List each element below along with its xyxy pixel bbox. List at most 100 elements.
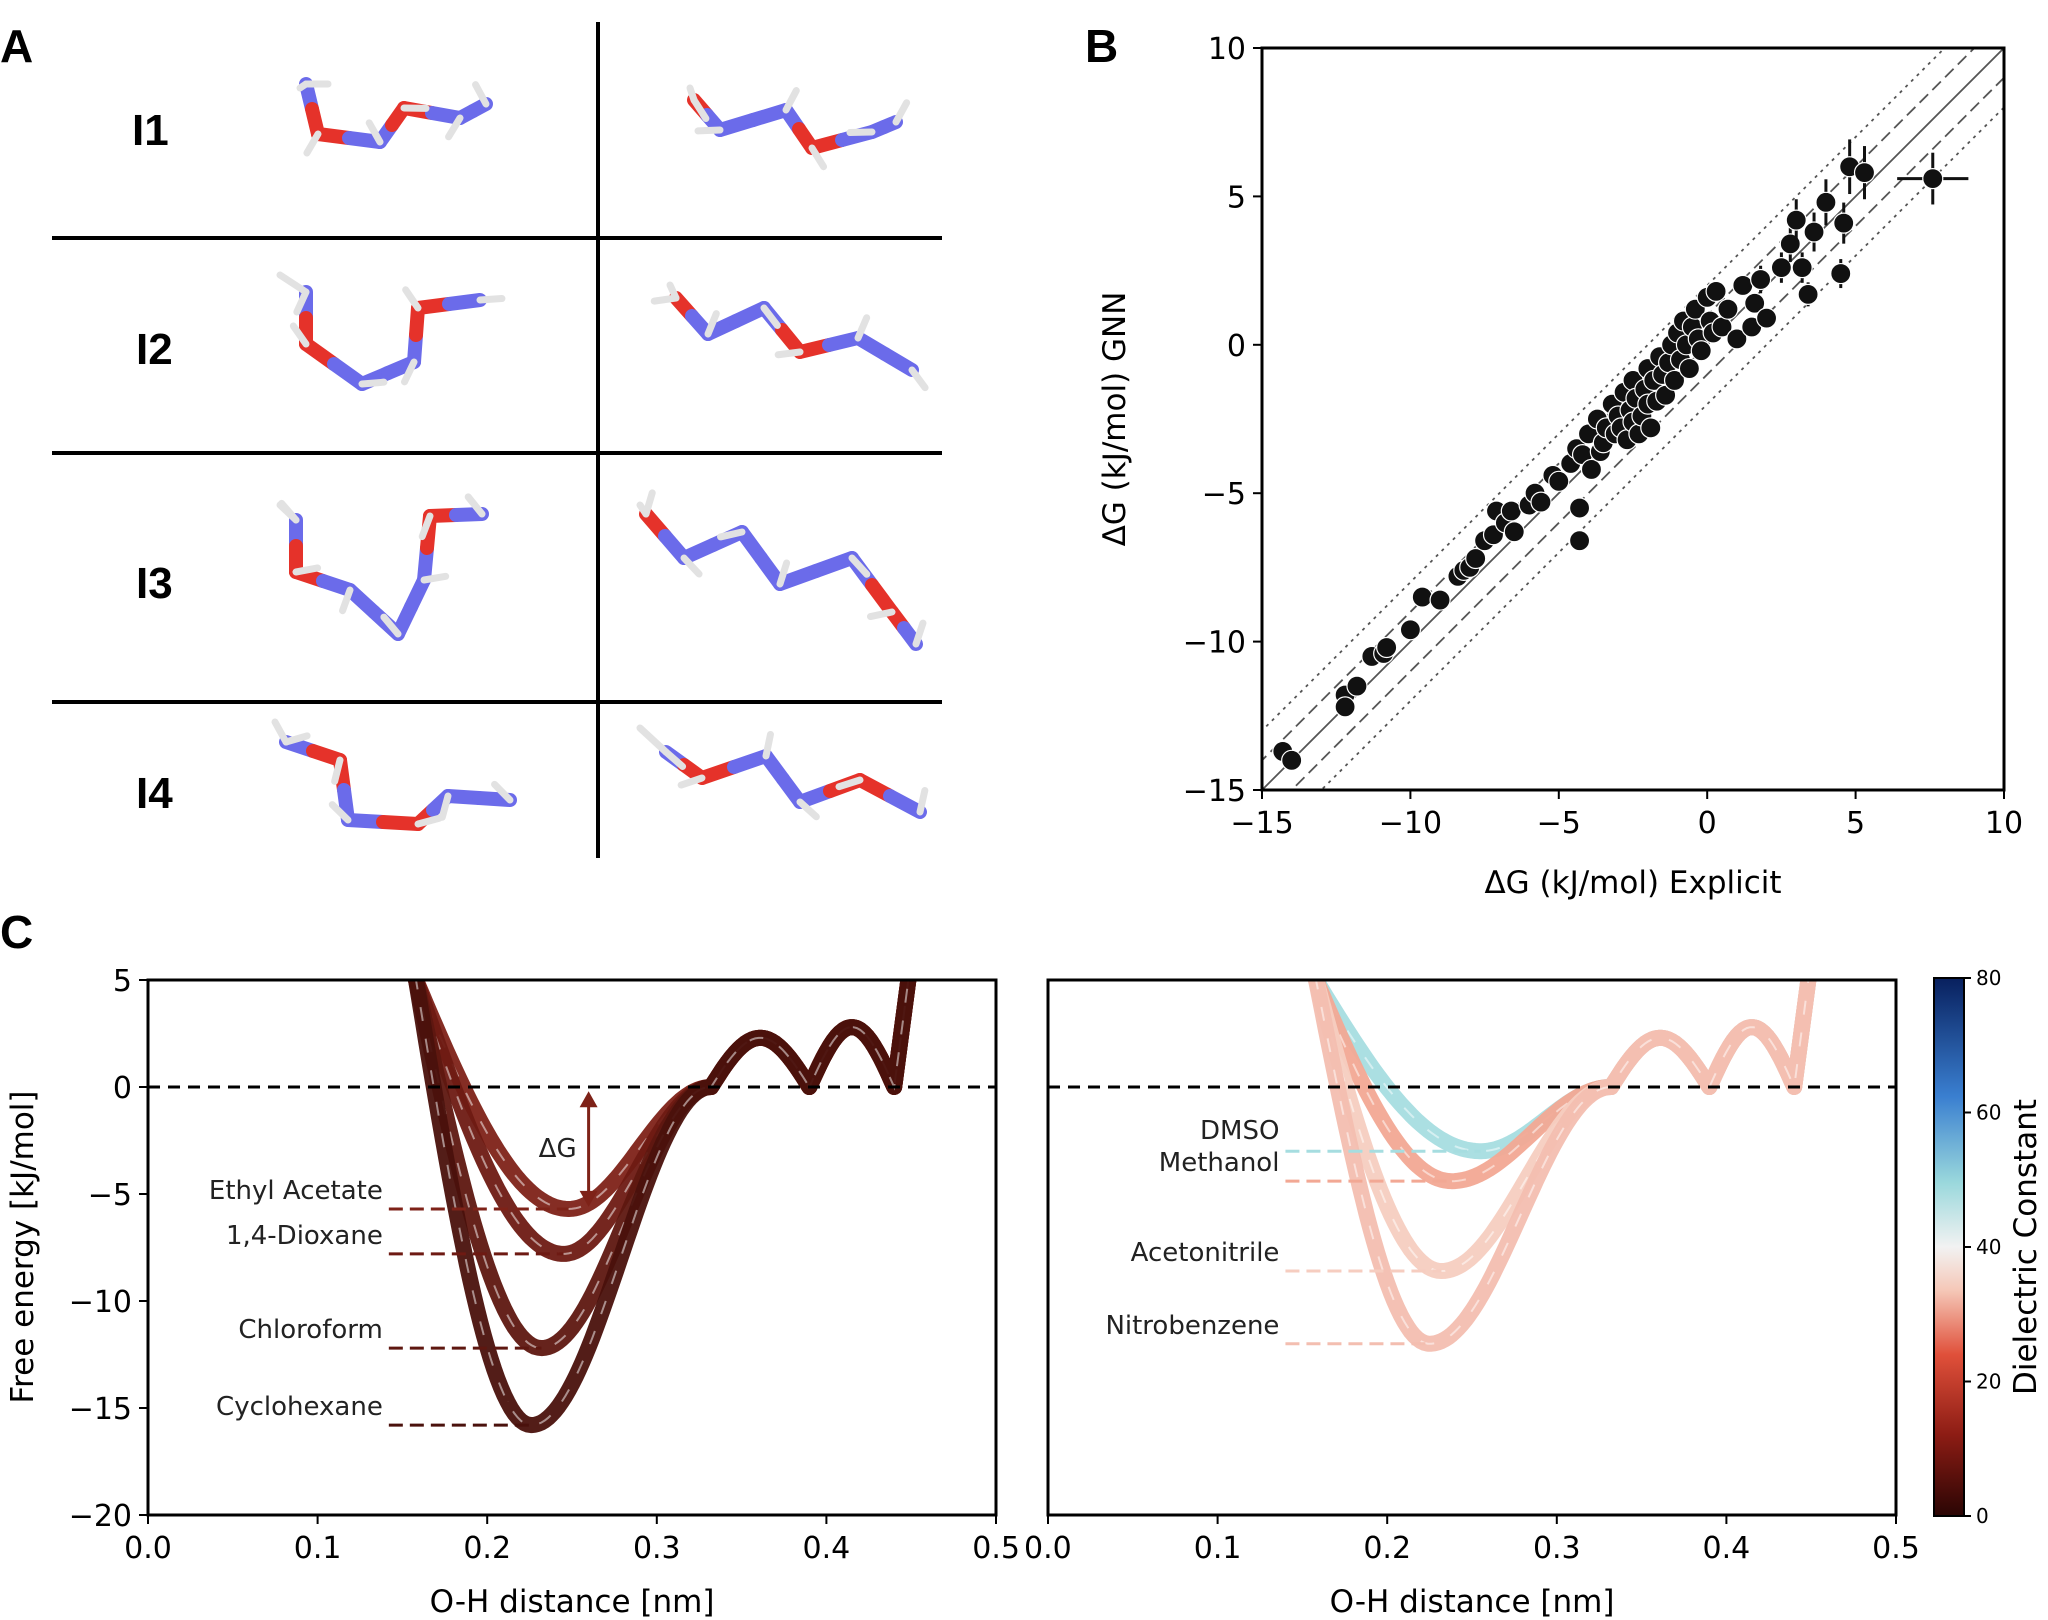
molecule-6 [636,489,927,651]
bond [883,789,927,819]
hydrogen-bond [774,348,804,359]
data-point [1744,292,1766,314]
solvent-label: Chloroform [238,1315,382,1345]
hydrogen-bond [666,281,680,302]
hydrogen-bond [892,99,911,126]
hydrogen-bond [866,608,896,621]
hydrogen-bond [472,81,490,108]
hydrogen-bond [282,732,311,746]
bond [442,293,487,311]
x-tick-label: 0.1 [1194,1531,1242,1566]
data-point [1568,497,1591,519]
delta-g-label: ΔG [539,1134,577,1164]
x-tick-label: 0.0 [1024,1531,1072,1566]
x-tick-label: 0.5 [972,1531,1020,1566]
x-tick-label: −10 [1379,806,1442,841]
data-point [1640,417,1662,439]
molecule-label-i3: I3 [136,559,173,608]
hydrogen-bond [414,814,443,828]
data-point [1411,586,1433,608]
dotted-upper-line [1262,48,1946,732]
hydrogen-bond [762,730,774,760]
hydrogen-bond [331,756,344,785]
fe-curve [407,980,917,1262]
colorbar: 0 20 40 60 80 Dielectric Constant [1933,966,2044,1528]
fe-curve-dash [1314,980,1810,1183]
hydrogen-bond [854,314,871,342]
y-tick-label: −5 [88,1178,132,1213]
data-point [1803,221,1825,243]
data-point [1678,357,1700,380]
solvent-label: 1,4-Dioxane [226,1221,383,1251]
hydrogen-bond [420,572,450,584]
x-tick-label: −5 [1537,806,1581,841]
data-point [1663,369,1686,392]
dotted-lower-line [1320,106,2004,790]
hydrogen-bond [636,724,670,756]
data-point [1791,257,1813,279]
data-point [1346,675,1368,697]
hydrogen-bond [438,792,452,821]
solvent-label: Ethyl Acetate [209,1176,383,1206]
hydrogen-bond [276,271,310,296]
y-tick-label: −10 [1183,626,1246,661]
left-x-label: O-H distance [nm] [430,1584,715,1620]
x-tick-label: −15 [1230,806,1293,841]
molecule-structures [271,77,929,831]
y-tick-label: 5 [113,964,132,999]
hydrogen-bond [704,310,720,338]
x-tick-label: 0.2 [1363,1531,1411,1566]
data-point [1732,274,1754,297]
molecule-grid [52,22,942,858]
x-tick-label: 0.4 [1703,1531,1751,1566]
panel-label-b: B [1085,20,1118,72]
hydrogen-bond [401,358,418,386]
fe-curve-dash [1314,980,1810,1153]
hydrogen-bond [760,304,781,329]
data-point [1548,470,1570,492]
free-energy-plot-left: Ethyl Acetate 1,4-Dioxane Chloroform Cycloh… [5,964,1020,1620]
arrow-head-down [579,1190,598,1207]
hydrogen-bond [835,776,864,791]
hydrogen-bond [686,84,698,104]
data-point [1833,212,1855,234]
y-tick-label: −10 [69,1285,132,1320]
hydrogen-bond [662,748,687,770]
molecule-2 [686,84,911,171]
hydrogen-bond [491,780,514,804]
hydrogen-bond [717,528,746,541]
data-point [1465,547,1487,570]
hydrogen-bond [650,294,680,305]
solvent-label: Acetonitrile [1131,1238,1280,1268]
molecule-1 [296,77,493,157]
data-point [1334,696,1356,718]
dashed-lower-line [1290,76,2004,790]
hydrogen-bond [402,286,422,312]
data-point [1376,636,1398,659]
data-point [1399,619,1422,641]
scatter-plot-b: −15 −10 −5 0 5 10 −15 −10 −5 0 5 10 ΔG (kJ/mol) Ex… [1097,32,2023,901]
x-tick-label: 0.3 [633,1531,681,1566]
colorbar-label: Dielectric Constant [2008,1099,2044,1395]
data-point [1503,521,1525,543]
molecule-5 [276,493,489,641]
hydrogen-bond [276,501,300,524]
hydrogen-bond [677,774,706,789]
solvent-label: DMSO [1200,1116,1279,1146]
molecule-label-i4: I4 [136,769,173,818]
hydrogen-bond [636,501,650,518]
hydrogen-bond [848,554,871,578]
fe-curve-dash [414,980,910,1427]
molecule-label-i2: I2 [136,325,173,374]
scatter-y-label: ΔG (kJ/mol) GNN [1097,292,1133,547]
data-point [1922,167,1944,190]
x-tick-label: 0.5 [1872,1531,1920,1566]
hydrogen-bond [339,586,354,615]
hydrogen-bond [796,798,820,821]
data-point [1429,589,1451,611]
data-point [1580,458,1603,481]
scatter-frame [1260,46,2006,792]
colorbar-tick-label: 40 [1976,1235,2001,1259]
molecule-8 [636,724,929,821]
